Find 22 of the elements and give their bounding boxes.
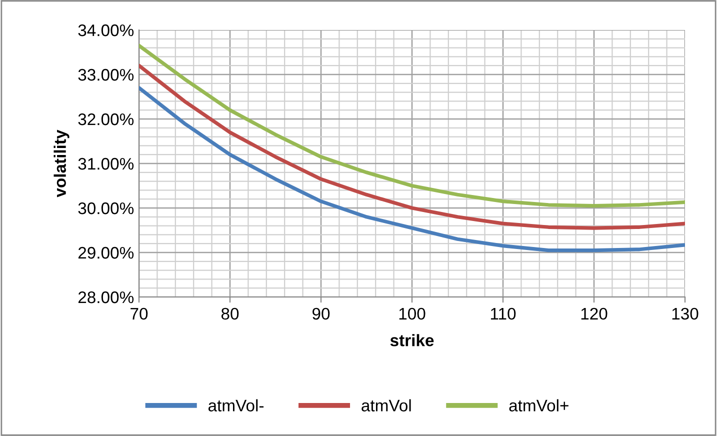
x-tick-label: 90 xyxy=(312,308,330,320)
y-tick-label: 30.00% xyxy=(78,202,134,214)
legend-label: atmVol xyxy=(362,399,411,412)
x-axis-title: strike xyxy=(390,334,434,346)
x-tick-label: 70 xyxy=(130,308,148,320)
y-tick-label: 32.00% xyxy=(78,113,134,126)
x-tick-label: 130 xyxy=(672,308,698,320)
x-tick-label: 100 xyxy=(399,308,426,320)
y-tick-label: 31.00% xyxy=(78,158,134,170)
y-tick-label: 34.00% xyxy=(78,24,134,36)
line-series xyxy=(139,44,685,208)
y-axis-title: volatility xyxy=(54,130,70,198)
legend-label: atmVol+ xyxy=(509,399,568,412)
y-tick-label: 33.00% xyxy=(78,68,134,81)
x-tick-label: 80 xyxy=(221,308,239,320)
line-series xyxy=(139,64,685,230)
x-tick-label: 110 xyxy=(490,308,516,320)
y-tick-label: 29.00% xyxy=(78,246,134,259)
y-tick-label: 28.00% xyxy=(78,291,134,304)
line-series xyxy=(139,86,685,252)
legend-label: atmVol- xyxy=(208,399,264,412)
x-tick-label: 120 xyxy=(581,308,608,320)
